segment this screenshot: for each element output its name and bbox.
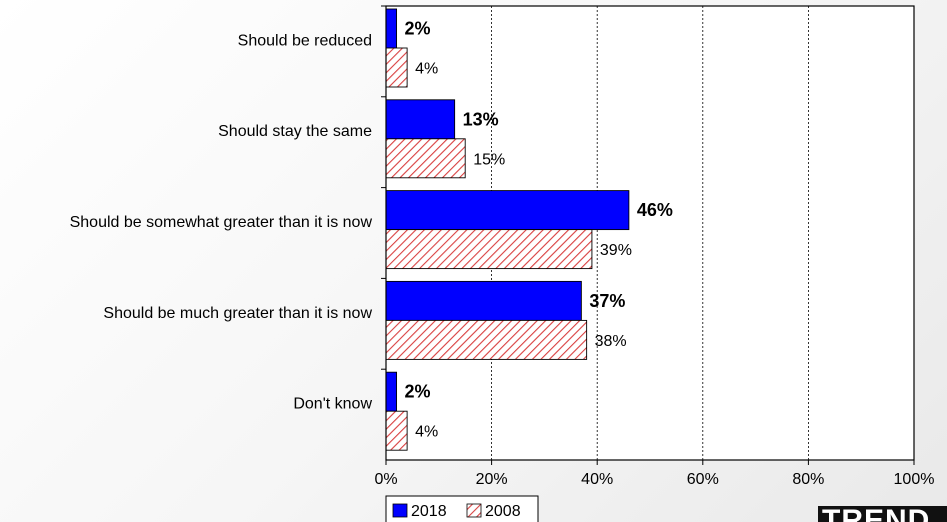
bar-2018 [385,8,398,49]
legend: 2018 2008 [385,495,539,522]
bar-2008 [385,319,588,360]
data-label-2008: 15% [473,151,505,168]
data-label-2008: 4% [415,424,438,441]
bar-2008 [385,229,593,270]
x-tick-label: 40% [581,471,613,488]
x-tick-label: 20% [476,471,508,488]
data-label-2008: 38% [595,333,627,350]
x-tick-label: 80% [792,471,824,488]
data-label-2018: 37% [589,291,625,311]
bar-2008 [385,410,408,451]
category-label: Should stay the same [218,123,372,140]
x-tick-label: 60% [687,471,719,488]
bar-2018 [385,371,398,412]
plot-frame [385,5,915,461]
bar-2008 [385,47,408,88]
legend-box [385,495,539,522]
x-tick-label: 0% [374,471,397,488]
legend-swatch-2018 [392,503,408,518]
logo-text: TREND [822,504,930,522]
x-tick-label: 100% [894,471,935,488]
data-label-2018: 46% [637,200,673,220]
bar-2018 [385,99,456,140]
data-label-2008: 39% [600,242,632,259]
trend-logo: TREND [818,504,947,522]
bars [385,8,630,451]
bar-2008 [385,138,466,179]
data-label-2018: 2% [405,19,431,39]
x-axis-ticks: 0% 20% 40% 60% 80% 100% [374,460,934,488]
legend-label-2018: 2018 [411,503,447,520]
bar-2018 [385,190,630,231]
category-labels: Should be reduced Should stay the same Sho… [70,5,386,413]
category-label: Should be reduced [238,32,372,49]
data-label-2008: 4% [415,61,438,78]
category-label: Should be somewhat greater than it is no… [70,214,373,231]
legend-swatch-2008 [466,503,482,518]
logo-background [818,506,947,522]
bar-2018 [385,280,582,321]
category-label: Don't know [293,396,372,413]
value-labels: 2% 4% 13% 15% 46% 39% 37% 38% 2% 4% [405,19,673,441]
data-label-2018: 2% [405,382,431,402]
data-label-2018: 13% [463,109,499,129]
category-label: Should be much greater than it is now [103,305,372,322]
legend-label-2008: 2008 [485,503,521,520]
